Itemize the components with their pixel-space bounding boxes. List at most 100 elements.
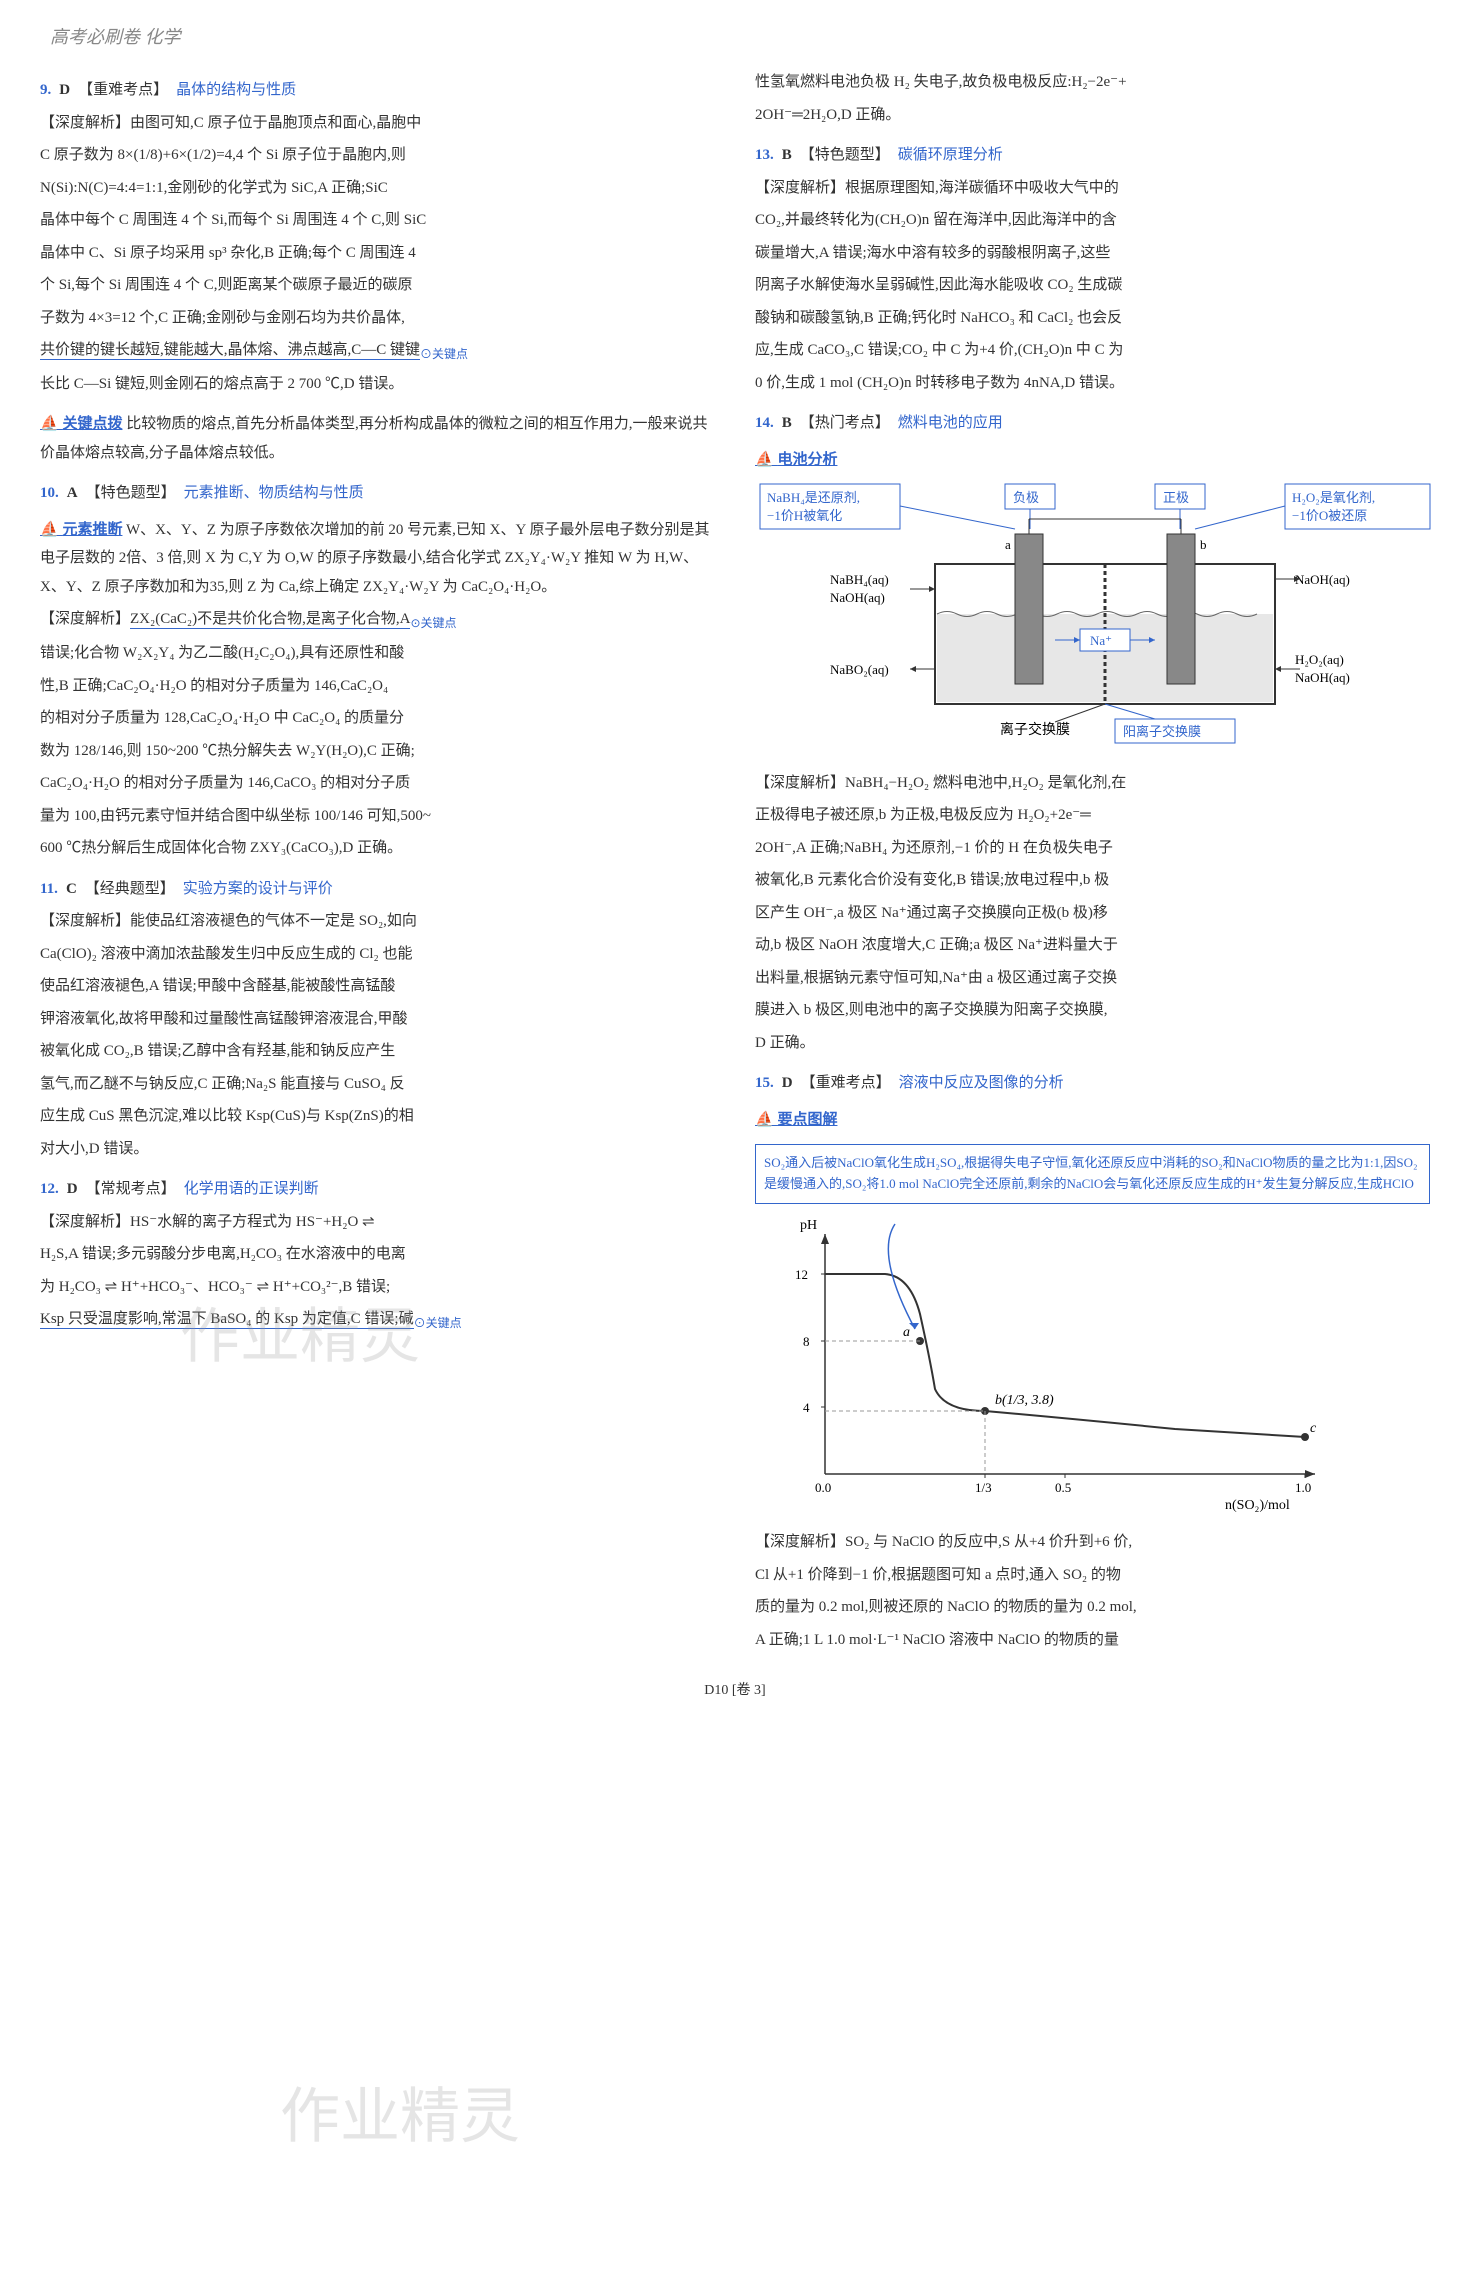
q15-num: 15. xyxy=(755,1069,774,1098)
svg-text:b: b xyxy=(1200,537,1207,552)
svg-text:H₂O₂是氧化剂,: H₂O₂是氧化剂, xyxy=(1292,490,1375,505)
text: 600 ℃热分解后生成固体化合物 ZXY₃(CaCO₃),D 正确。 xyxy=(40,834,715,863)
text: 为 H₂CO₃ ⇌ H⁺+HCO₃⁻、HCO₃⁻ ⇌ H⁺+CO₃²⁻,B 错误… xyxy=(40,1273,715,1302)
underlined-text: Ksp 只受温度影响,常温下 BaSO₄ 的 Ksp 为定值,C 错误;碱 xyxy=(40,1311,414,1329)
q14-num: 14. xyxy=(755,409,774,438)
q12-tag: 【常规考点】 xyxy=(86,1175,176,1204)
text: D 正确。 xyxy=(755,1029,1430,1058)
text: 被氧化,B 元素化合价没有变化,B 错误;放电过程中,b 极 xyxy=(755,866,1430,895)
text: 能使品红溶液褪色的气体不一定是 SO₂,如向 xyxy=(130,913,417,929)
analysis-label: 【深度解析】 xyxy=(40,913,130,929)
q12-num: 12. xyxy=(40,1175,59,1204)
text: H₂S,A 错误;多元弱酸分步电离,H₂CO₃ 在水溶液中的电离 xyxy=(40,1240,715,1269)
svg-text:−1价O被还原: −1价O被还原 xyxy=(1292,508,1367,523)
q9-ans: D xyxy=(59,76,70,105)
q12-header: 12. D 【常规考点】化学用语的正误判断 xyxy=(40,1175,715,1204)
text: Ksp 只受温度影响,常温下 BaSO₄ 的 Ksp 为定值,C 错误;碱⊙关键… xyxy=(40,1305,715,1335)
watermark: 作业精灵 xyxy=(280,2060,520,2174)
q10-ans: A xyxy=(67,479,78,508)
text: 出料量,根据钠元素守恒可知,Na⁺由 a 极区通过离子交换 xyxy=(755,964,1430,993)
svg-text:a: a xyxy=(903,1325,910,1340)
svg-text:12: 12 xyxy=(795,1267,808,1282)
svg-text:a: a xyxy=(1005,537,1011,552)
q14-header: 14. B 【热门考点】燃料电池的应用 xyxy=(755,409,1430,438)
q9-analysis: 【深度解析】由图可知,C 原子位于晶胞顶点和面心,晶胞中 xyxy=(40,109,715,138)
svg-text:阳离子交换膜: 阳离子交换膜 xyxy=(1123,724,1201,739)
svg-text:0.0: 0.0 xyxy=(815,1480,831,1495)
text: 的相对分子质量为 128,CaC₂O₄·H₂O 中 CaC₂O₄ 的质量分 xyxy=(40,704,715,733)
text: 动,b 极区 NaOH 浓度增大,C 正确;a 极区 Na⁺进料量大于 xyxy=(755,931,1430,960)
q10-header: 10. A 【特色题型】元素推断、物质结构与性质 xyxy=(40,479,715,508)
q10-num: 10. xyxy=(40,479,59,508)
svg-text:NaOH(aq): NaOH(aq) xyxy=(830,590,885,605)
q9-key-section: 关键点拨 比较物质的熔点,首先分析晶体类型,再分析构成晶体的微粒之间的相互作用力… xyxy=(40,402,715,467)
svg-text:NaOH(aq): NaOH(aq) xyxy=(1295,670,1350,685)
infer-text: W、X、Y、Z 为原子序数依次增加的前 20 号元素,已知 X、Y 原子最外层电… xyxy=(40,522,710,595)
page-footer: D10 [卷 3] xyxy=(40,1678,1430,1705)
text: HS⁻水解的离子方程式为 HS⁻+H₂O ⇌ xyxy=(130,1214,375,1230)
text: 数为 128/146,则 150~200 ℃热分解失去 W₂Y(H₂O),C 正… xyxy=(40,737,715,766)
svg-text:n(SO₂)/mol: n(SO₂)/mol xyxy=(1225,1498,1290,1513)
text: 0 价,生成 1 mol (CH₂O)n 时转移电子数为 4nNA,D 错误。 xyxy=(755,369,1430,398)
text: 个 Si,每个 Si 周围连 4 个 C,则距离某个碳原子最近的碳原 xyxy=(40,271,715,300)
q13-header: 13. B 【特色题型】碳循环原理分析 xyxy=(755,141,1430,170)
q11-topic: 实验方案的设计与评价 xyxy=(183,875,333,904)
text: C 原子数为 8×(1/8)+6×(1/2)=4,4 个 Si 原子位于晶胞内,… xyxy=(40,141,715,170)
svg-text:1.0: 1.0 xyxy=(1295,1480,1311,1495)
svg-text:NaBH₄是还原剂,: NaBH₄是还原剂, xyxy=(767,490,860,505)
text: 质的量为 0.2 mol,则被还原的 NaClO 的物质的量为 0.2 mol, xyxy=(755,1593,1430,1622)
text: N(Si):N(C)=4:4=1:1,金刚砂的化学式为 SiC,A 正确;SiC xyxy=(40,174,715,203)
label-text: 元素推断 xyxy=(62,522,122,538)
diag-label: 电池分析 xyxy=(755,446,837,475)
neg-label: 负极 xyxy=(1013,490,1039,505)
q12-analysis: 【深度解析】HS⁻水解的离子方程式为 HS⁻+H₂O ⇌ xyxy=(40,1208,715,1237)
key-text: 比较物质的熔点,首先分析晶体类型,再分析构成晶体的微粒之间的相互作用力,一般来说… xyxy=(40,416,707,461)
text: 2OH⁻═2H₂O,D 正确。 xyxy=(755,101,1430,130)
q15-analysis: 【深度解析】SO₂ 与 NaClO 的反应中,S 从+4 价升到+6 价, xyxy=(755,1528,1430,1557)
svg-text:NaBO₂(aq): NaBO₂(aq) xyxy=(830,662,889,677)
q13-num: 13. xyxy=(755,141,774,170)
label-text: 关键点拨 xyxy=(62,416,122,432)
text: CO₂,并最终转化为(CH₂O)n 留在海洋中,因此海洋中的含 xyxy=(755,206,1430,235)
text: 由图可知,C 原子位于晶胞顶点和面心,晶胞中 xyxy=(130,115,421,131)
chart-label: 要点图解 xyxy=(755,1106,837,1135)
q14-ans: B xyxy=(782,409,792,438)
content-columns: 9. D 【重难考点】晶体的结构与性质 【深度解析】由图可知,C 原子位于晶胞顶… xyxy=(40,64,1430,1658)
q10-topic: 元素推断、物质结构与性质 xyxy=(184,479,364,508)
label-text: 电池分析 xyxy=(777,452,837,468)
text: 被氧化成 CO₂,B 错误;乙醇中含有羟基,能和钠反应产生 xyxy=(40,1037,715,1066)
analysis-label: 【深度解析】 xyxy=(755,180,845,196)
q9-header: 9. D 【重难考点】晶体的结构与性质 xyxy=(40,76,715,105)
analysis-label: 【深度解析】 xyxy=(755,775,845,791)
text: 晶体中每个 C 周围连 4 个 Si,而每个 Si 周围连 4 个 C,则 Si… xyxy=(40,206,715,235)
text: SO₂ 与 NaClO 的反应中,S 从+4 价升到+6 价, xyxy=(845,1534,1132,1550)
text: 氢气,而乙醚不与钠反应,C 正确;Na₂S 能直接与 CuSO₄ 反 xyxy=(40,1070,715,1099)
text: 长比 C—Si 键短,则金刚石的熔点高于 2 700 ℃,D 错误。 xyxy=(40,370,715,399)
q15-annotation: SO₂通入后被NaClO氧化生成H₂SO₄,根据得失电子守恒,氧化还原反应中消耗… xyxy=(755,1144,1430,1204)
text: 使品红溶液褪色,A 错误;甲酸中含醛基,能被酸性高锰酸 xyxy=(40,972,715,1001)
text: Cl 从+1 价降到−1 价,根据题图可知 a 点时,通入 SO₂ 的物 xyxy=(755,1561,1430,1590)
q13-tag: 【特色题型】 xyxy=(800,141,890,170)
text: 阴离子水解使海水呈弱碱性,因此海水能吸收 CO₂ 生成碳 xyxy=(755,271,1430,300)
right-column: 性氢氧燃料电池负极 H₂ 失电子,故负极电极反应:H₂−2e⁻+ 2OH⁻═2H… xyxy=(755,64,1430,1658)
q10-analysis: 【深度解析】ZX₂(CaC₂)不是共价化合物,是离子化合物,A⊙关键点 xyxy=(40,605,715,635)
q15-tag: 【重难考点】 xyxy=(801,1069,891,1098)
text: 膜进入 b 极区,则电池中的离子交换膜为阳离子交换膜, xyxy=(755,996,1430,1025)
q15-topic: 溶液中反应及图像的分析 xyxy=(899,1069,1064,1098)
pos-label: 正极 xyxy=(1163,490,1189,505)
text: 2OH⁻,A 正确;NaBH₄ 为还原剂,−1 价的 H 在负极失电子 xyxy=(755,834,1430,863)
svg-text:NaBH₄(aq): NaBH₄(aq) xyxy=(830,572,889,587)
key-point-marker: ⊙关键点 xyxy=(420,347,468,361)
battery-diagram: NaBH₄是还原剂, −1价H被氧化 负极 正极 H₂O₂是氧化剂, −1价O被… xyxy=(755,474,1435,754)
svg-text:b(1/3, 3.8): b(1/3, 3.8) xyxy=(995,1393,1054,1408)
text: 碳量增大,A 错误;海水中溶有较多的弱酸根阴离子,这些 xyxy=(755,239,1430,268)
q11-tag: 【经典题型】 xyxy=(85,875,175,904)
svg-text:H₂O₂(aq): H₂O₂(aq) xyxy=(1295,652,1344,667)
svg-text:NaOH(aq): NaOH(aq) xyxy=(1295,572,1350,587)
key-point-marker: ⊙关键点 xyxy=(410,616,456,630)
q12-topic: 化学用语的正误判断 xyxy=(184,1175,319,1204)
q11-ans: C xyxy=(66,875,77,904)
text: 共价键的键长越短,键能越大,晶体熔、沸点越高,C—C 键键⊙关键点 xyxy=(40,336,715,366)
text: 错误;化合物 W₂X₂Y₄ 为乙二酸(H₂C₂O₄),具有还原性和酸 xyxy=(40,639,715,668)
analysis-label: 【深度解析】 xyxy=(40,1214,130,1230)
